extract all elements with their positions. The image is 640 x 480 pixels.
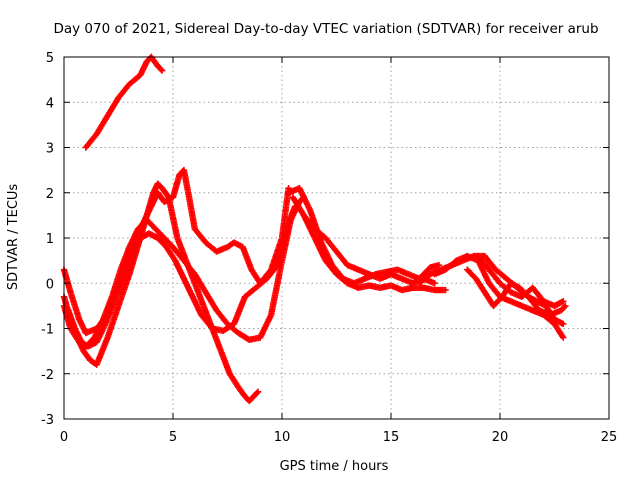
- data-point: [254, 388, 262, 396]
- y-tick-label: -3: [41, 413, 54, 428]
- data-series: [60, 194, 307, 350]
- x-tick-label: 20: [492, 430, 509, 445]
- data-series: [60, 180, 262, 405]
- data-point: [442, 286, 449, 294]
- y-tick-label: 5: [46, 51, 54, 66]
- y-tick-label: 3: [46, 142, 54, 157]
- data-point: [560, 334, 567, 341]
- data-points: [60, 53, 569, 405]
- data-point: [561, 303, 568, 311]
- y-tick-label: -2: [41, 368, 54, 383]
- y-tick-label: 1: [46, 232, 54, 247]
- x-tick-label: 0: [60, 430, 68, 445]
- data-point: [158, 67, 166, 74]
- data-point: [560, 320, 567, 328]
- data-point: [157, 66, 165, 73]
- x-tick-label: 25: [601, 430, 618, 445]
- chart-title: Day 070 of 2021, Sidereal Day-to-day VTE…: [53, 21, 598, 37]
- data-series: [475, 252, 567, 310]
- y-tick-label: 2: [46, 187, 54, 202]
- data-point: [560, 298, 567, 305]
- data-series: [300, 212, 438, 287]
- axis-ticks: 0 5 10 15 20 25 -3 -2 -1 0 1 2 3 4 5: [41, 51, 617, 445]
- y-tick-label: -1: [41, 323, 54, 338]
- x-tick-label: 15: [383, 430, 400, 445]
- data-point: [562, 302, 569, 310]
- data-series: [82, 53, 166, 151]
- x-axis-label: GPS time / hours: [280, 459, 389, 474]
- data-point: [253, 389, 261, 397]
- data-series: [65, 203, 299, 350]
- y-axis-label: SDTVAR / TECUs: [6, 184, 21, 291]
- x-tick-label: 5: [169, 430, 177, 445]
- x-tick-label: 10: [274, 430, 291, 445]
- y-tick-label: 0: [46, 277, 54, 292]
- data-point: [431, 280, 438, 287]
- y-tick-label: 4: [46, 96, 54, 111]
